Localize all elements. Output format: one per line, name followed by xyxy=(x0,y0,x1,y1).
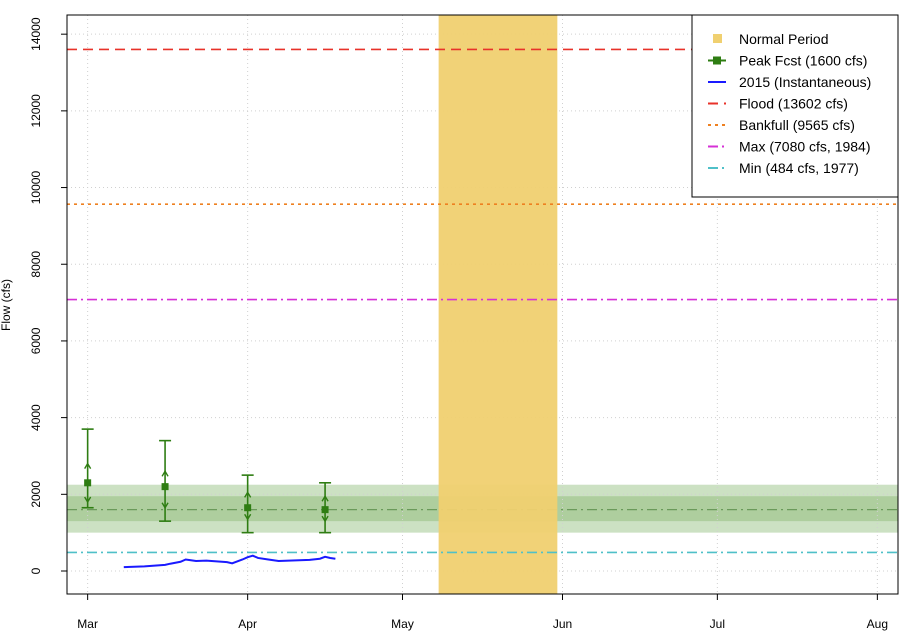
y-tick-label: 10000 xyxy=(29,171,43,205)
legend-swatch-marker xyxy=(713,56,721,65)
legend-label: Max (7080 cfs, 1984) xyxy=(739,139,871,155)
legend-box xyxy=(691,14,899,198)
x-axis: Mar Apr May Jun Jul Aug xyxy=(77,594,888,631)
legend-label: Flood (13602 cfs) xyxy=(739,96,848,112)
forecast-down-arrow xyxy=(84,496,92,504)
y-tick-label: 2000 xyxy=(29,481,43,508)
y-tick-label: 6000 xyxy=(29,327,43,354)
forecast-point xyxy=(161,483,169,491)
forecast-up-arrow xyxy=(161,469,169,477)
peak-forecast-layer xyxy=(81,428,332,534)
legend: Normal Period Peak Fcst (1600 cfs) 2015 (I… xyxy=(691,14,899,198)
forecast-point xyxy=(321,506,329,514)
legend-label: Bankfull (9565 cfs) xyxy=(739,117,855,133)
x-tick-label: Apr xyxy=(238,617,257,631)
forecast-up-arrow xyxy=(84,462,92,469)
y-tick-label: 12000 xyxy=(29,94,43,128)
legend-swatch-square xyxy=(713,34,722,43)
plot-frame xyxy=(66,14,899,595)
forecast-up-arrow xyxy=(321,494,329,502)
legend-label: Peak Fcst (1600 cfs) xyxy=(739,53,867,69)
forecast-down-arrow xyxy=(244,513,252,521)
observed-series-layer xyxy=(123,554,336,569)
x-tick-label: Mar xyxy=(77,617,98,631)
forecast-down-arrow xyxy=(321,515,329,523)
legend-label: Normal Period xyxy=(739,31,828,47)
y-tick-label: 14000 xyxy=(29,17,43,51)
forecast-up-arrow xyxy=(244,491,252,498)
normal-period-band xyxy=(438,15,558,594)
legend-label: 2015 (Instantaneous) xyxy=(739,74,871,90)
normal-period-layer xyxy=(438,15,558,594)
forecast-down-arrow xyxy=(161,502,169,510)
x-tick-label: May xyxy=(391,617,414,631)
y-axis: 0 2000 4000 6000 8000 10000 12000 14000 xyxy=(29,17,67,574)
y-tick-label: 8000 xyxy=(29,251,43,278)
x-tick-label: Jun xyxy=(553,617,572,631)
y-tick-label: 4000 xyxy=(29,404,43,431)
x-tick-label: Jul xyxy=(710,617,725,631)
y-tick-label: 0 xyxy=(29,567,43,574)
x-tick-label: Aug xyxy=(867,617,888,631)
observed-series-line xyxy=(123,554,336,569)
y-axis-title: Flow (cfs) xyxy=(0,279,13,331)
forecast-point xyxy=(84,479,92,487)
forecast-point xyxy=(244,504,252,512)
legend-label: Min (484 cfs, 1977) xyxy=(739,160,859,176)
